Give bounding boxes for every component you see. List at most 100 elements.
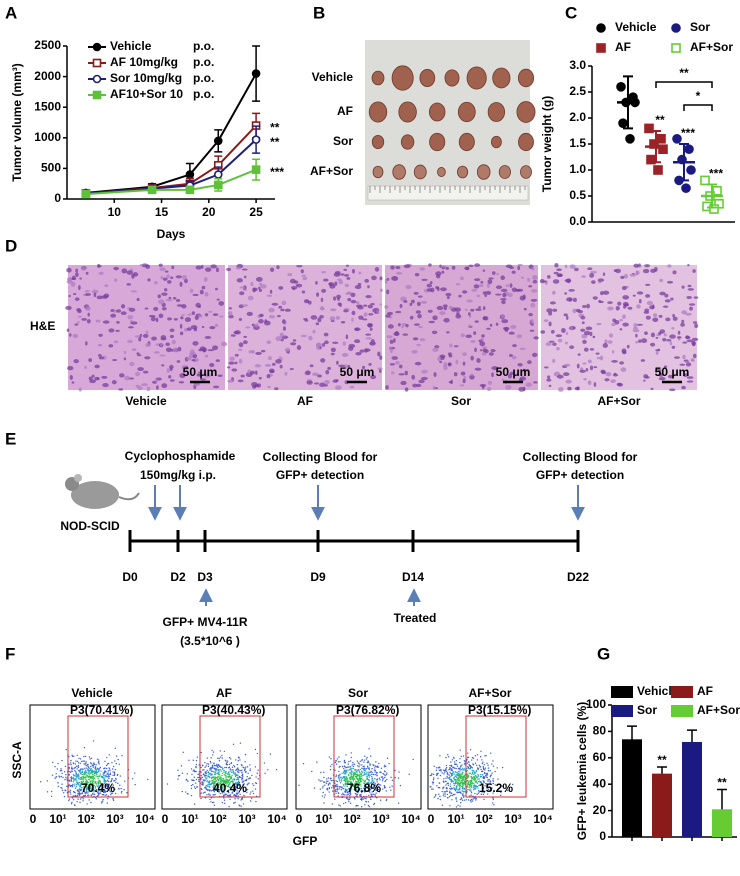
- nucleus: [403, 264, 411, 269]
- nucleus: [474, 263, 481, 267]
- event-dot: [444, 780, 447, 783]
- event-dot: [195, 763, 198, 766]
- event-dot: [328, 791, 330, 793]
- event-dot: [210, 766, 212, 769]
- nucleus: [429, 281, 433, 285]
- event-dot: [210, 783, 212, 786]
- event-dot: [106, 756, 108, 759]
- nucleus: [581, 275, 586, 278]
- event-dot: [69, 784, 71, 786]
- nucleus: [645, 294, 651, 298]
- event-dot: [249, 768, 251, 770]
- nucleus: [376, 310, 380, 314]
- event-dot: [354, 771, 356, 774]
- legend-swatch: [611, 705, 633, 717]
- event-dot: [477, 790, 480, 792]
- event-dot: [481, 791, 483, 793]
- nucleus: [139, 333, 143, 338]
- event-dot: [242, 803, 245, 805]
- event-dot: [323, 776, 325, 779]
- event-dot: [115, 755, 118, 757]
- nucleus: [669, 388, 676, 392]
- event-dot: [204, 761, 206, 764]
- point: [251, 165, 261, 174]
- collection: Collecting Blood for: [523, 450, 638, 464]
- event-dot: [74, 769, 76, 772]
- event-dot: [102, 772, 104, 774]
- event-dot: [226, 782, 229, 784]
- nucleus: [362, 365, 366, 370]
- event-dot: [87, 766, 90, 768]
- event-dot: [83, 755, 85, 758]
- event-dot: [353, 775, 355, 777]
- event-dot: [241, 779, 243, 781]
- event-dot: [236, 790, 238, 792]
- event-dot: [468, 786, 471, 788]
- nucleus: [530, 319, 534, 324]
- event-dot: [239, 742, 242, 744]
- nucleus: [68, 295, 72, 298]
- event-dot: [147, 778, 149, 781]
- event-dot: [211, 782, 213, 784]
- nucleus: [681, 285, 685, 289]
- event-dot: [104, 775, 106, 777]
- event-dot: [249, 764, 251, 766]
- event-dot: [316, 761, 318, 763]
- legend-label: Vehicle: [637, 684, 679, 698]
- nucleus: [312, 372, 319, 376]
- event-dot: [227, 791, 230, 794]
- nucleus: [552, 290, 556, 295]
- event-dot: [217, 766, 219, 769]
- nucleus: [355, 301, 360, 305]
- event-dot: [467, 788, 469, 791]
- event-dot: [324, 794, 326, 796]
- nucleus: [495, 285, 503, 289]
- event-dot: [97, 777, 99, 780]
- nucleus: [251, 323, 255, 327]
- nucleus: [199, 378, 207, 381]
- event-dot: [483, 772, 486, 775]
- nucleus: [94, 376, 99, 381]
- nucleus: [437, 356, 442, 362]
- event-dot: [302, 762, 305, 765]
- nucleus: [572, 297, 577, 303]
- event-dot: [473, 782, 475, 785]
- event-dot: [489, 776, 491, 778]
- gate-percent: 15.2%: [479, 781, 513, 795]
- event-dot: [367, 781, 370, 784]
- nucleus: [401, 322, 407, 327]
- event-dot: [109, 769, 111, 772]
- event-dot: [227, 785, 229, 788]
- nucleus: [546, 308, 553, 313]
- event-dot: [358, 762, 360, 765]
- event-dot: [94, 767, 96, 770]
- event-dot: [372, 764, 374, 766]
- event-dot: [378, 791, 381, 793]
- event-dot: [443, 781, 445, 784]
- y-axis-label: Tumor volume (mm³): [10, 63, 24, 181]
- event-dot: [450, 779, 452, 781]
- event-dot: [444, 791, 447, 793]
- nucleus: [317, 374, 322, 378]
- nucleus: [589, 365, 594, 371]
- nucleus: [658, 369, 662, 372]
- event-dot: [82, 800, 84, 802]
- event-dot: [338, 788, 340, 790]
- event-dot: [337, 761, 340, 763]
- event-dot: [197, 773, 199, 776]
- nucleus: [404, 370, 408, 376]
- event-dot: [185, 778, 188, 781]
- event-dot: [364, 789, 366, 791]
- event-dot: [82, 798, 84, 800]
- event-dot: [97, 784, 100, 786]
- nucleus: [591, 280, 596, 284]
- event-dot: [457, 770, 460, 773]
- event-dot: [459, 788, 461, 790]
- nucleus: [320, 306, 324, 311]
- event-dot: [119, 775, 122, 777]
- event-dot: [472, 776, 475, 778]
- nucleus: [587, 267, 593, 271]
- nucleus: [161, 307, 167, 311]
- event-dot: [359, 780, 362, 782]
- event-dot: [458, 785, 461, 787]
